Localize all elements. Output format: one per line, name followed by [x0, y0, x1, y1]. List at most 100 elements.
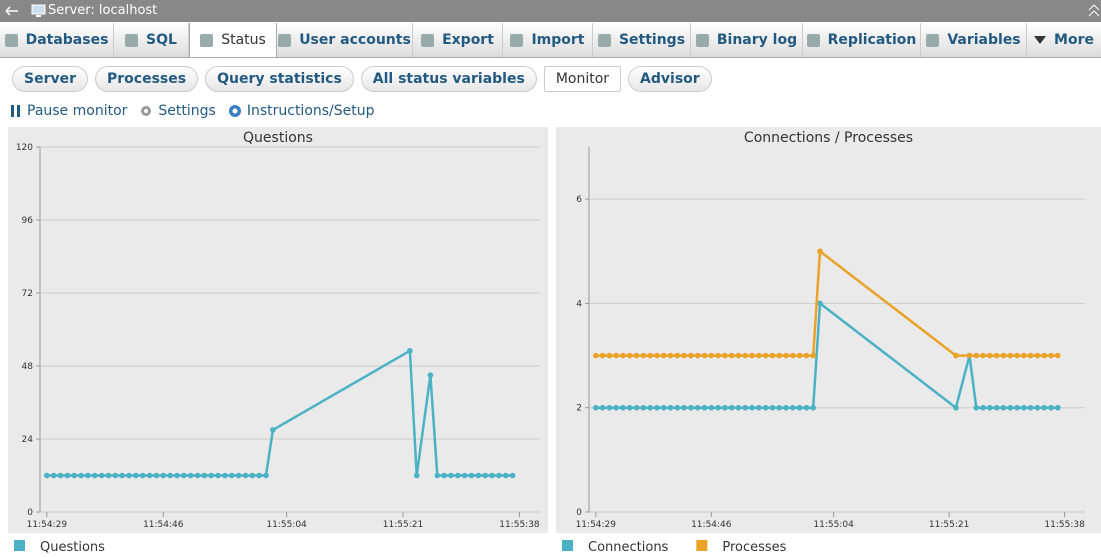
sub-tab[interactable]: Processes [95, 66, 199, 92]
data-point [461, 472, 468, 479]
tab[interactable]: Variables [921, 23, 1027, 57]
data-point [407, 347, 413, 354]
data-point [1000, 404, 1007, 411]
tab-label[interactable]: SQL [146, 32, 177, 48]
data-point [647, 352, 653, 359]
y-tick-label: 2 [576, 404, 582, 414]
data-point [174, 472, 180, 479]
legend-swatch [14, 540, 25, 551]
data-point [803, 352, 810, 359]
data-point [1041, 352, 1048, 359]
tab-label[interactable]: Settings [618, 32, 686, 48]
data-point [181, 472, 187, 479]
tab[interactable]: User accounts [277, 23, 413, 57]
data-point [742, 404, 749, 411]
data-point [1048, 404, 1054, 411]
data-point [688, 404, 694, 411]
data-point [613, 404, 619, 411]
chart-background [8, 127, 548, 533]
back-arrow[interactable] [2, 0, 22, 22]
toolbar: Pause monitor Settings Instructions/Setu… [10, 102, 375, 120]
tab[interactable]: Export [413, 23, 503, 57]
data-point [599, 352, 606, 359]
data-point [146, 472, 153, 479]
sub-tab[interactable]: Monitor [543, 66, 622, 92]
instructions-link[interactable]: Instructions/Setup [246, 103, 375, 119]
data-point [1021, 352, 1027, 359]
tab-label[interactable]: Variables [947, 32, 1021, 48]
dropdown-icon [1034, 36, 1047, 44]
data-point [776, 352, 783, 359]
sub-tab[interactable]: Query statistics [205, 66, 354, 92]
tab-label[interactable]: Import [531, 32, 585, 48]
data-point [762, 404, 769, 411]
data-point [973, 404, 980, 411]
tab[interactable]: Databases [0, 23, 114, 57]
x-tick-label: 11:54:46 [143, 520, 184, 530]
tab-label[interactable]: Binary log [716, 32, 798, 48]
data-point [215, 472, 221, 479]
data-point [966, 352, 973, 359]
x-tick-label: 11:54:29 [27, 520, 68, 530]
tab-label[interactable]: Databases [25, 32, 109, 48]
sub-tab[interactable]: Server [12, 66, 89, 92]
chart: Connections / Processes 0 2 4 6 11:54:29 11:54… [556, 127, 1101, 533]
data-point [749, 404, 755, 411]
data-point [980, 404, 986, 411]
data-point [796, 352, 803, 359]
settings-link[interactable]: Settings [158, 103, 216, 119]
tab[interactable]: More [1027, 23, 1101, 57]
y-tick-label: 0 [27, 508, 33, 518]
data-point [613, 352, 619, 359]
data-point [441, 472, 447, 479]
x-tick-label: 11:55:21 [383, 520, 423, 530]
tab-label[interactable]: Replication [827, 32, 917, 48]
sub-tab[interactable]: All status variables [360, 66, 537, 92]
tab[interactable]: Binary log [691, 23, 803, 57]
collapse-icon[interactable] [1088, 4, 1100, 18]
pause-monitor-link[interactable]: Pause monitor [27, 103, 128, 119]
server-title: Server: localhost [48, 3, 158, 18]
data-point [57, 472, 64, 479]
main-tabs: Databases SQL Status User accounts Expor… [0, 23, 1101, 58]
gear-icon [141, 106, 152, 116]
data-point [126, 472, 132, 479]
data-point [235, 472, 242, 479]
data-point [201, 472, 208, 479]
data-point [810, 404, 817, 411]
tab[interactable]: Settings [593, 23, 691, 57]
data-point [715, 404, 721, 411]
pause-icon [11, 105, 20, 117]
x-tick-label: 11:54:29 [576, 520, 617, 530]
data-point [105, 472, 112, 479]
tab[interactable]: SQL [114, 23, 189, 57]
chart-background [556, 127, 1101, 533]
data-point [694, 352, 701, 359]
data-point [208, 472, 215, 479]
data-point [640, 352, 647, 359]
tab[interactable]: Import [503, 23, 593, 57]
legend-label: Connections [588, 540, 669, 555]
tab[interactable]: Status [189, 23, 277, 57]
tab-label[interactable]: Status [221, 32, 266, 48]
tab-label[interactable]: More [1054, 32, 1094, 48]
tab-label[interactable]: User accounts [299, 32, 411, 48]
data-point [674, 352, 681, 359]
data-point [228, 472, 235, 479]
x-tick-label: 11:55:38 [1044, 520, 1085, 530]
data-point [681, 404, 687, 411]
tab[interactable]: Replication [803, 23, 921, 57]
tab-label[interactable]: Export [442, 32, 494, 48]
data-point [735, 404, 742, 411]
data-point [606, 352, 613, 359]
data-point [756, 404, 762, 411]
sub-tab[interactable]: Advisor [628, 66, 712, 92]
data-point [640, 404, 647, 411]
data-point [133, 472, 139, 479]
data-point [592, 404, 599, 411]
data-point [987, 352, 993, 359]
data-point [1000, 352, 1007, 359]
data-point [1021, 404, 1027, 411]
data-point [112, 472, 119, 479]
